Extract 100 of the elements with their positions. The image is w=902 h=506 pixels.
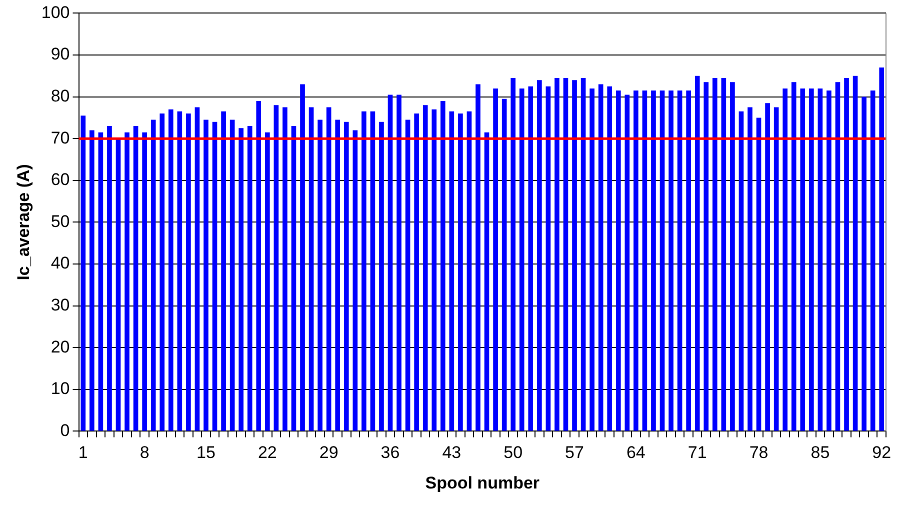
bar xyxy=(694,76,700,431)
x-tick-label: 50 xyxy=(504,443,523,462)
y-tick-label: 40 xyxy=(50,254,70,273)
bar xyxy=(194,107,200,431)
y-axis-title: Ic_average (A) xyxy=(14,164,33,280)
bar xyxy=(616,90,621,431)
bar xyxy=(432,109,437,431)
bar xyxy=(598,84,604,431)
bar xyxy=(370,111,376,431)
bar xyxy=(502,98,507,431)
bar xyxy=(476,84,480,431)
bar xyxy=(300,84,305,431)
bar xyxy=(712,78,718,431)
bar xyxy=(326,107,332,431)
bar xyxy=(335,120,340,431)
bar xyxy=(624,94,630,431)
bar xyxy=(634,90,638,431)
bar xyxy=(142,132,147,431)
x-tick-label: 78 xyxy=(749,443,768,462)
bar xyxy=(791,82,796,431)
x-tick-label: 22 xyxy=(258,443,277,462)
bar xyxy=(572,80,577,431)
bar xyxy=(422,105,428,431)
bar xyxy=(879,68,884,431)
bar xyxy=(124,132,130,431)
bar xyxy=(396,94,402,431)
bar xyxy=(493,88,498,431)
bar xyxy=(528,86,534,431)
bar xyxy=(212,122,218,431)
bar xyxy=(835,82,840,431)
bar xyxy=(352,130,358,431)
bar xyxy=(800,88,806,431)
y-tick-label: 0 xyxy=(60,420,70,440)
y-tick-label: 70 xyxy=(50,128,70,148)
bar xyxy=(308,107,314,431)
bar xyxy=(449,111,454,431)
bar xyxy=(765,103,770,431)
bar xyxy=(642,90,648,431)
bar xyxy=(563,78,568,431)
bar xyxy=(510,78,516,431)
bar xyxy=(221,111,226,431)
bar xyxy=(519,88,524,431)
bar xyxy=(133,126,138,431)
bar xyxy=(318,120,322,431)
bar xyxy=(774,107,779,431)
x-tick-label: 15 xyxy=(196,443,216,462)
bar xyxy=(537,80,542,431)
bar xyxy=(782,88,788,431)
bar xyxy=(756,118,762,431)
bar xyxy=(186,114,191,431)
bar xyxy=(809,88,814,431)
bar xyxy=(844,78,849,431)
bar xyxy=(818,88,823,431)
bar xyxy=(458,114,463,431)
bar xyxy=(405,120,410,431)
bar xyxy=(721,78,726,431)
bar xyxy=(177,111,182,431)
bar xyxy=(116,138,121,431)
bar xyxy=(590,88,594,431)
y-tick-label: 50 xyxy=(50,212,70,231)
bar xyxy=(256,100,262,431)
bar xyxy=(150,120,156,431)
x-tick-label: 64 xyxy=(626,443,646,462)
bar xyxy=(282,107,288,431)
bar xyxy=(107,126,112,431)
x-tick-label: 43 xyxy=(442,443,462,462)
x-tick-label: 8 xyxy=(140,443,150,462)
bar xyxy=(466,111,472,431)
bar xyxy=(660,90,665,431)
bar xyxy=(852,76,858,431)
x-tick-label: 71 xyxy=(688,443,707,462)
y-tick-label: 80 xyxy=(50,86,70,106)
bar xyxy=(862,96,866,431)
y-tick-label: 90 xyxy=(50,44,70,64)
bar xyxy=(484,132,490,431)
bar xyxy=(168,109,174,431)
bar xyxy=(388,94,393,431)
x-tick-label: 29 xyxy=(319,443,338,462)
bar xyxy=(344,122,349,431)
bar xyxy=(554,78,560,431)
bar xyxy=(651,90,656,431)
bar xyxy=(546,86,551,431)
bar xyxy=(440,100,446,431)
y-tick-label: 100 xyxy=(41,2,70,22)
bar xyxy=(677,90,682,431)
y-tick-label: 60 xyxy=(50,170,70,190)
bar xyxy=(230,120,235,431)
bar xyxy=(738,111,744,431)
bar xyxy=(238,128,244,431)
y-tick-label: 20 xyxy=(50,337,70,356)
bar xyxy=(98,132,104,431)
bar xyxy=(379,122,384,431)
bar xyxy=(291,126,296,431)
bar xyxy=(414,114,419,431)
bar xyxy=(274,105,279,431)
x-tick-label: 92 xyxy=(872,443,892,462)
x-tick-label: 57 xyxy=(565,443,584,462)
bar xyxy=(826,90,832,431)
bar xyxy=(580,78,586,431)
bar xyxy=(704,82,709,431)
